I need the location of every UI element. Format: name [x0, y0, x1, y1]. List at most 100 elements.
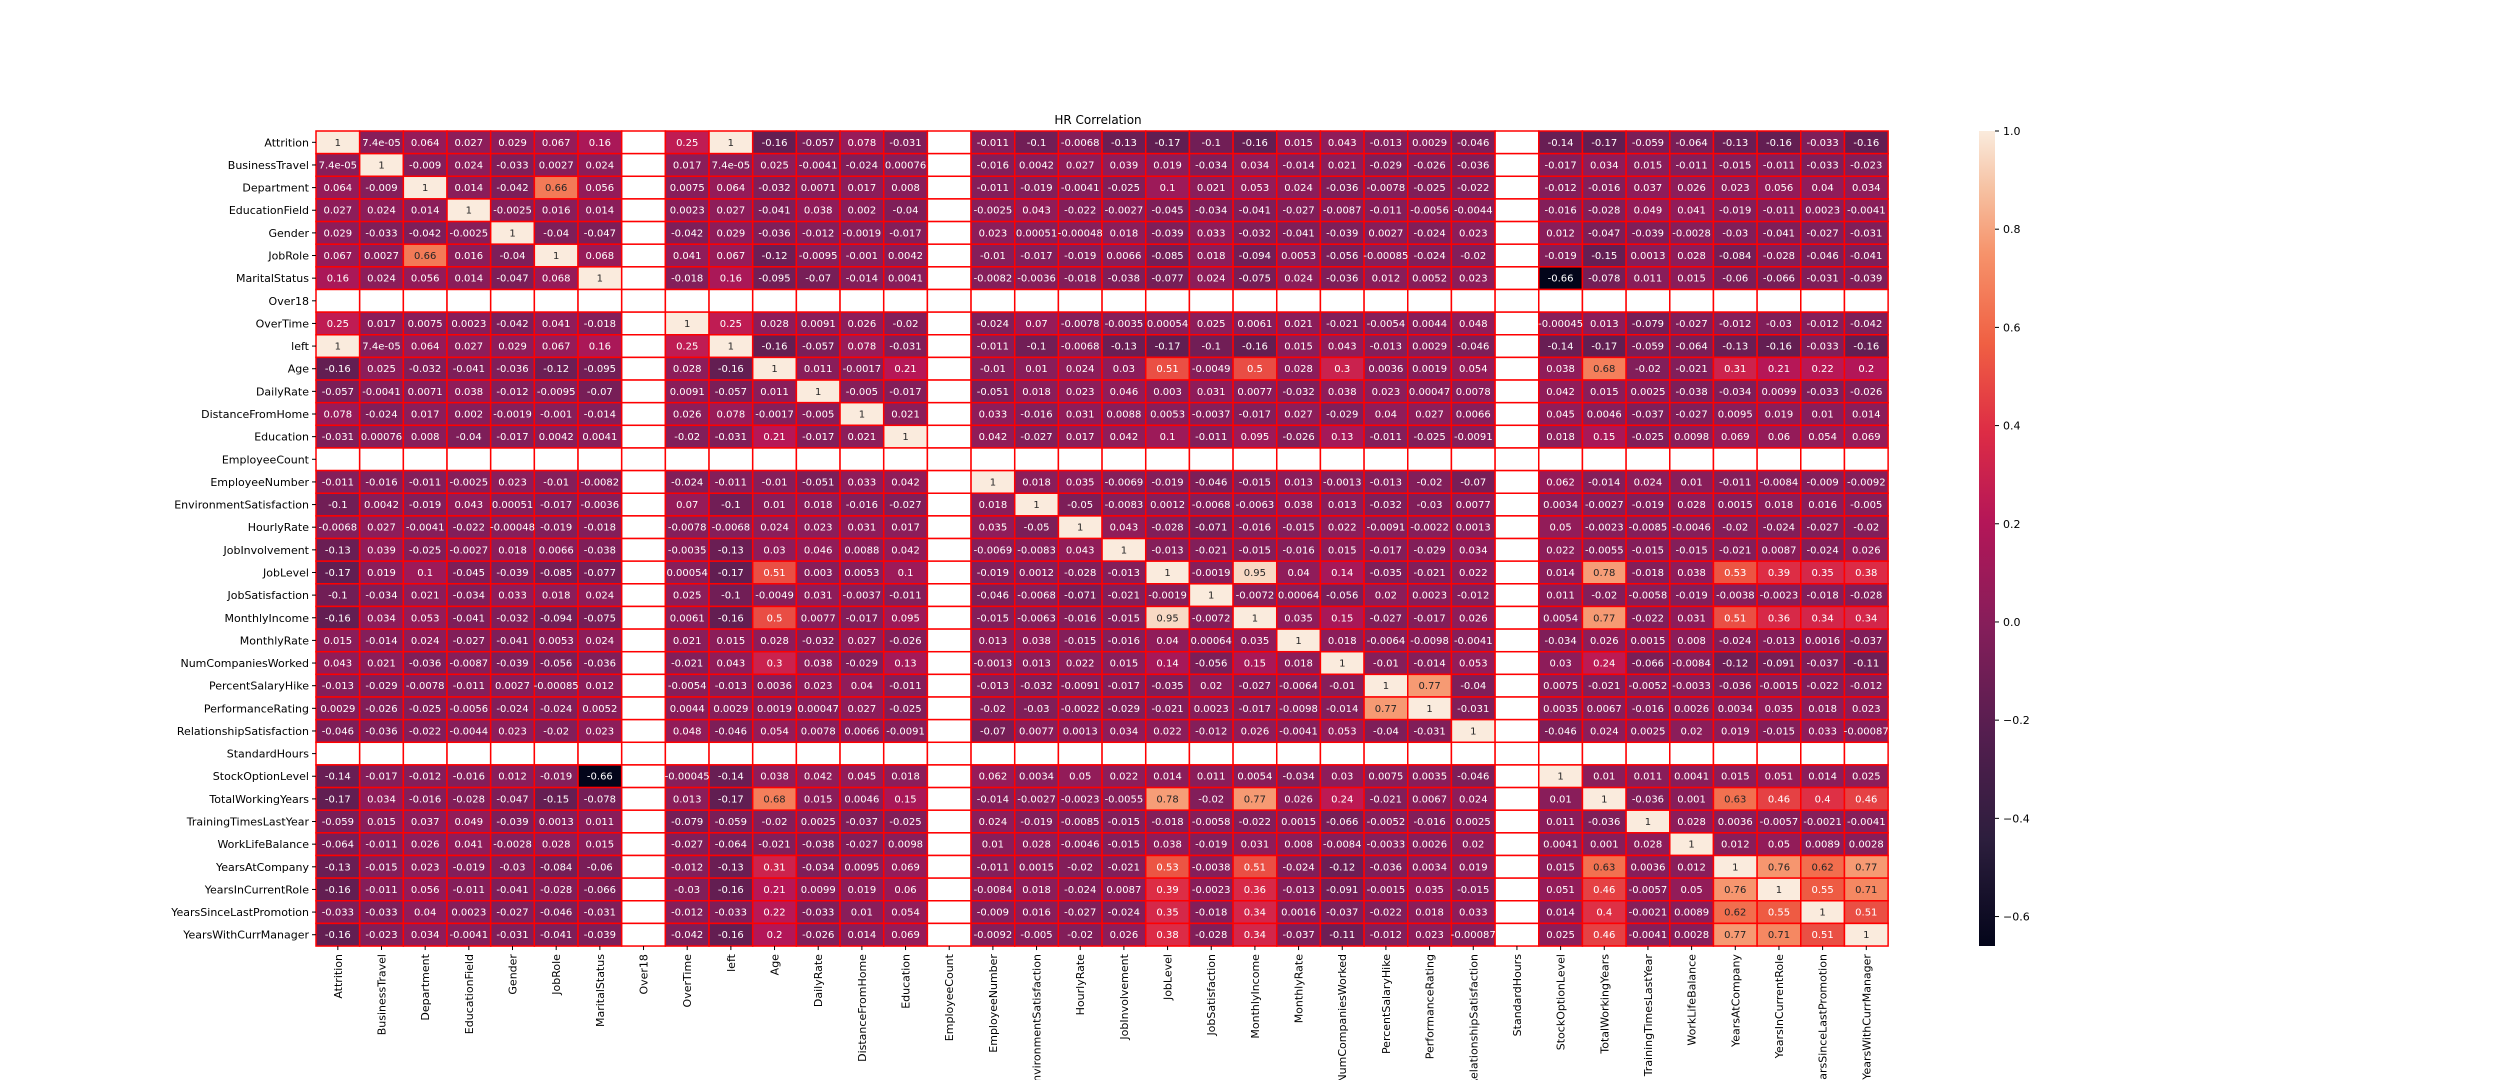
heatmap-cell	[1712, 288, 1758, 313]
heatmap-cell	[1494, 447, 1540, 472]
cell-annotation: 0.024	[455, 160, 484, 171]
heatmap-cell	[1057, 741, 1103, 766]
cell-annotation: -0.0095	[537, 387, 576, 398]
cell-annotation: -0.011	[1675, 160, 1707, 171]
cell-annotation: -0.029	[1413, 545, 1445, 556]
cell-annotation: 0.028	[542, 840, 571, 851]
cell-annotation: -0.041	[496, 636, 528, 647]
heatmap-cell	[620, 832, 667, 857]
cell-annotation: -0.027	[453, 636, 485, 647]
heatmap-cell	[620, 696, 667, 721]
cell-annotation: 0.0091	[801, 319, 836, 330]
heatmap-cell	[1188, 447, 1234, 472]
cell-annotation: 0.62	[1811, 862, 1833, 873]
cell-annotation: 0.064	[411, 342, 440, 353]
cell-annotation: 0.042	[804, 772, 833, 783]
cell-annotation: 0.25	[720, 319, 742, 330]
heatmap-cell	[1319, 447, 1365, 472]
cell-annotation: -0.041	[758, 206, 790, 217]
cell-annotation: 0.012	[1721, 840, 1750, 851]
cell-annotation: 0.015	[1546, 862, 1575, 873]
cell-annotation: 0.0026	[1674, 704, 1709, 715]
heatmap-cell	[1581, 447, 1627, 472]
cell-annotation: 0.0046	[844, 794, 879, 805]
cell-annotation: -0.015	[977, 613, 1009, 624]
cell-annotation: 1	[1164, 568, 1170, 579]
cell-annotation: 1	[902, 432, 908, 443]
cell-annotation: -0.0083	[1105, 500, 1144, 511]
cell-annotation: -0.021	[1108, 862, 1140, 873]
cell-annotation: 0.0099	[801, 885, 836, 896]
cell-annotation: 0.0013	[539, 817, 574, 828]
cell-annotation: 0.018	[891, 772, 920, 783]
cell-annotation: 0.51	[1244, 862, 1266, 873]
cell-annotation: -0.039	[584, 930, 616, 941]
cell-annotation: 0.76	[1768, 862, 1790, 873]
cell-annotation: -0.025	[1413, 183, 1445, 194]
cell-annotation: 0.002	[455, 410, 484, 421]
cell-annotation: 0.051	[1765, 772, 1794, 783]
cell-annotation: 0.026	[673, 410, 702, 421]
cell-annotation: 0.035	[979, 523, 1008, 534]
cell-annotation: 0.026	[848, 319, 877, 330]
cell-annotation: 0.0078	[801, 726, 836, 737]
cell-annotation: -0.011	[1370, 206, 1402, 217]
cell-annotation: -0.046	[1457, 342, 1489, 353]
cell-annotation: 0.024	[1284, 274, 1313, 285]
cell-annotation: -0.031	[1806, 274, 1838, 285]
heatmap-cell	[926, 424, 972, 449]
cell-annotation: 0.04	[1375, 410, 1397, 421]
cell-annotation: -0.077	[584, 568, 616, 579]
cell-annotation: 0.003	[804, 568, 833, 579]
heatmap-cell	[1494, 900, 1540, 925]
cell-annotation: 0.011	[1197, 772, 1226, 783]
cell-annotation: 0.015	[586, 840, 615, 851]
cell-annotation: -0.036	[584, 659, 616, 670]
heatmap-cell	[1450, 447, 1496, 472]
cell-annotation: 0.95	[1156, 613, 1178, 624]
heatmap-cell	[664, 447, 710, 472]
cell-annotation: -0.024	[1806, 545, 1838, 556]
cell-annotation: -0.15	[1591, 251, 1617, 262]
cell-annotation: 0.027	[848, 704, 877, 715]
cell-annotation: -0.024	[1108, 908, 1140, 919]
heatmap-cell	[1669, 447, 1715, 472]
cell-annotation: -0.012	[1719, 319, 1751, 330]
cell-annotation: 0.026	[1852, 545, 1881, 556]
cell-annotation: -0.017	[1370, 545, 1402, 556]
cell-annotation: 0.013	[1284, 477, 1313, 488]
cell-annotation: 0.018	[1110, 228, 1139, 239]
cell-annotation: -0.0054	[668, 681, 707, 692]
cell-annotation: -0.0078	[1367, 183, 1406, 194]
cell-annotation: -0.015	[1675, 545, 1707, 556]
cell-annotation: -0.0057	[1760, 817, 1799, 828]
cell-annotation: -0.029	[1326, 410, 1358, 421]
heatmap-cell	[620, 288, 667, 313]
y-tick-label: MonthlyIncome	[224, 612, 309, 625]
cell-annotation: 0.033	[1808, 726, 1837, 737]
heatmap-cell	[1363, 288, 1409, 313]
cell-annotation: 0.064	[411, 138, 440, 149]
cell-annotation: 7.4e-05	[319, 160, 357, 171]
cell-annotation: -0.028	[1763, 251, 1795, 262]
cell-annotation: -0.0019	[493, 410, 532, 421]
y-tick-label: DistanceFromHome	[201, 408, 309, 421]
cell-annotation: 1	[1645, 817, 1651, 828]
heatmap-cell	[620, 401, 667, 427]
cell-annotation: -0.034	[1544, 636, 1576, 647]
cell-annotation: 0.069	[891, 862, 920, 873]
cell-annotation: 0.031	[804, 591, 833, 602]
cell-annotation: 0.078	[717, 410, 746, 421]
cell-annotation: 0.002	[848, 206, 877, 217]
cell-annotation: 0.1	[1160, 183, 1176, 194]
cell-annotation: 0.019	[367, 568, 396, 579]
cell-annotation: -0.0082	[974, 274, 1013, 285]
cell-annotation: -0.029	[846, 659, 878, 670]
cell-annotation: 0.068	[542, 274, 571, 285]
cell-annotation: -0.033	[365, 228, 397, 239]
cell-annotation: -0.026	[1850, 387, 1882, 398]
cell-annotation: -0.0091	[1061, 681, 1100, 692]
cell-annotation: -0.084	[540, 862, 572, 873]
cell-annotation: -0.064	[715, 840, 747, 851]
cell-annotation: -0.075	[584, 613, 616, 624]
